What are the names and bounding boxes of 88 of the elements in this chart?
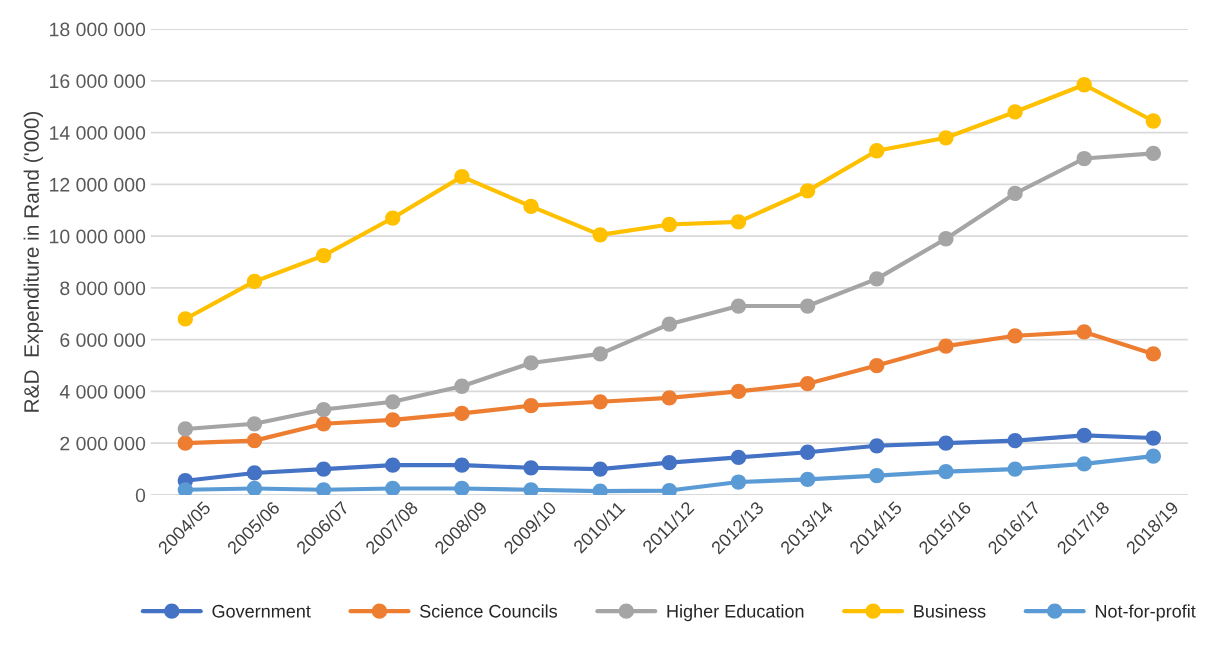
point [1076,427,1092,444]
point [454,168,470,185]
point [246,416,263,432]
point [938,464,954,480]
point [799,471,816,488]
point [1007,461,1023,477]
point [523,398,539,414]
point [177,482,193,495]
point [799,444,816,460]
point [661,216,677,233]
point [938,338,954,354]
point [385,210,401,226]
point [315,482,332,495]
point [869,143,885,159]
legend-label: Not-for-profit [1095,604,1196,622]
y-tick-label: 18 000 000 [50,22,146,37]
point [730,383,747,400]
point [523,355,539,371]
point [1007,432,1023,449]
y-tick-label: 10 000 000 [50,229,146,244]
point [730,298,747,314]
point [454,378,470,394]
y-tick-label: 16 000 000 [50,74,146,89]
point [523,482,539,495]
point [1076,456,1092,472]
point [385,457,401,473]
point [315,401,332,418]
point [246,480,263,495]
point [661,454,677,471]
point [592,346,608,362]
y-tick-label: 12 000 000 [50,177,146,192]
point [869,271,885,287]
point [730,474,747,490]
point [385,394,401,410]
point [1145,145,1161,161]
point [661,390,677,406]
point [1007,104,1023,120]
point [1076,324,1092,340]
y-tick-label: 8 000 000 [60,281,146,296]
point [592,227,608,243]
legend-label: Higher Education [667,604,804,622]
point [315,416,332,432]
point [799,298,816,314]
point [454,480,470,495]
point [177,421,193,437]
point [1145,346,1161,362]
y-axis-title: R&D Expenditure in Rand ('000) [23,111,44,412]
point [454,457,470,473]
point [1145,430,1161,446]
point [1145,113,1161,129]
y-tick-label: 6 000 000 [60,333,146,347]
y-tick-label: 0 [135,488,146,503]
y-tick-label: 2 000 000 [60,436,146,451]
point [385,480,401,495]
point [1007,185,1023,202]
point [730,449,747,466]
point [799,376,816,392]
point [246,273,263,290]
point [938,435,954,451]
point [523,198,539,215]
point [385,412,401,428]
legend-label: Science Councils [420,604,558,618]
point [869,467,885,484]
point [246,432,263,449]
y-tick-label: 4 000 000 [59,384,146,399]
legend-label: Business [914,604,986,618]
point [177,311,193,327]
point [1007,328,1023,344]
point [592,394,608,410]
point [869,438,885,454]
point [1076,150,1092,167]
point [938,130,954,146]
point [246,465,263,481]
point [730,214,747,230]
point [454,405,470,422]
point [799,183,816,199]
point [523,460,539,476]
point [661,316,677,332]
point [315,247,332,264]
legend-label: Government [212,604,311,618]
point [869,357,885,374]
point [177,435,193,451]
point [592,461,608,477]
point [315,461,332,477]
point [1076,77,1092,93]
point [1145,448,1161,464]
y-tick-label: 14 000 000 [50,126,146,140]
point [938,231,954,247]
